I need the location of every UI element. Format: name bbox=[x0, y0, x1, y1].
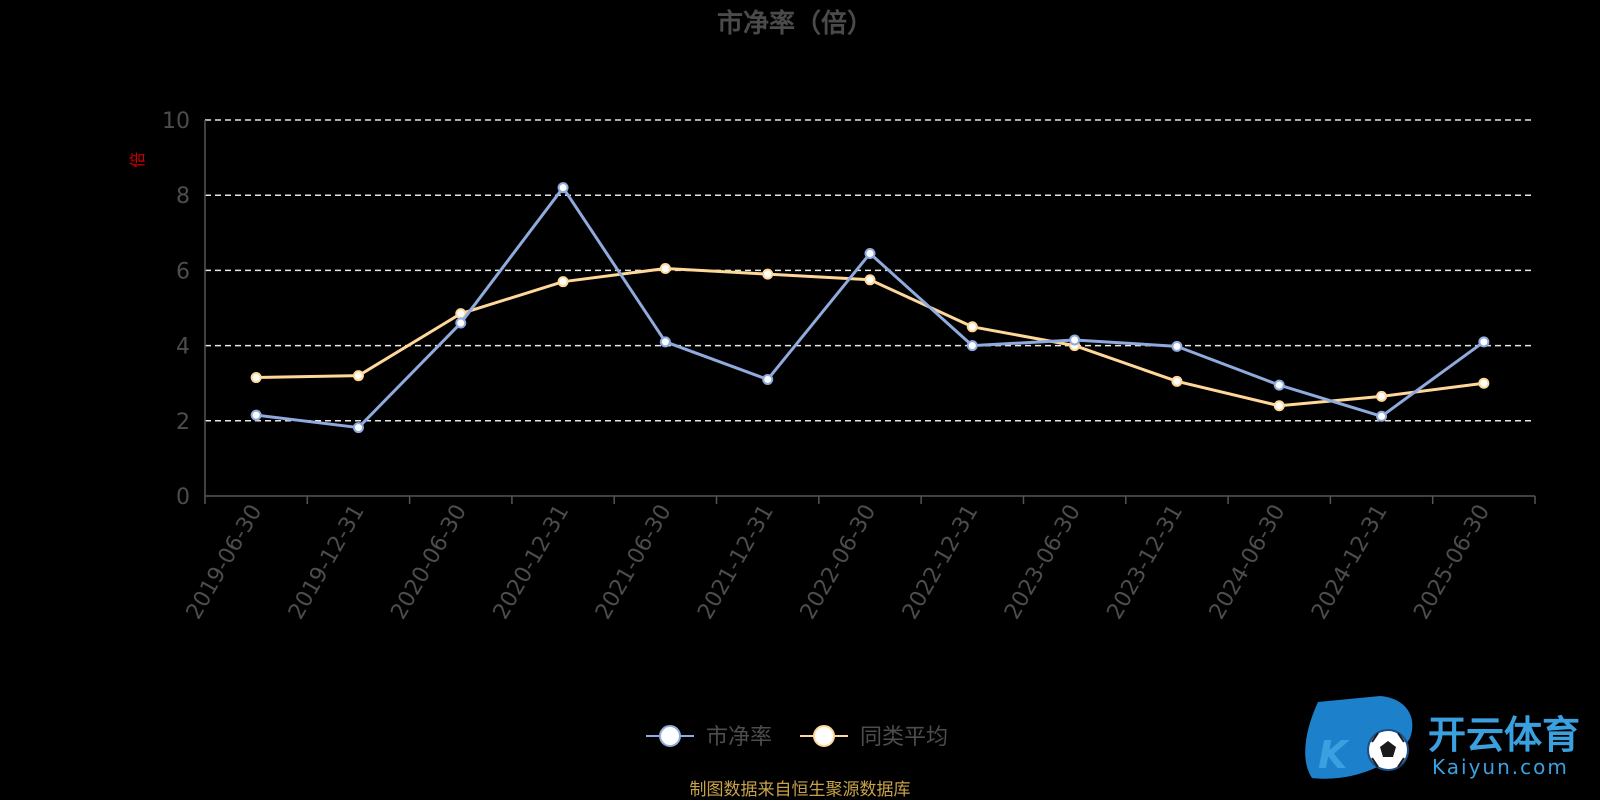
y-tick-label: 10 bbox=[162, 109, 190, 134]
data-point[interactable] bbox=[250, 372, 262, 384]
data-point[interactable] bbox=[762, 268, 774, 280]
data-point[interactable] bbox=[1171, 340, 1183, 352]
x-tick-label: 2019-06-30 bbox=[182, 501, 268, 624]
x-tick-label: 2020-12-31 bbox=[489, 501, 575, 624]
data-point[interactable] bbox=[1069, 334, 1081, 346]
x-tick-label: 2022-06-30 bbox=[796, 501, 882, 624]
data-point[interactable] bbox=[864, 274, 876, 286]
watermark: K 开云体育 Kaiyun.com bbox=[1305, 696, 1580, 779]
y-tick-label: 8 bbox=[176, 184, 190, 209]
x-tick-label: 2024-12-31 bbox=[1307, 501, 1393, 624]
x-tick-label: 2019-12-31 bbox=[284, 501, 370, 624]
y-tick-label: 6 bbox=[176, 259, 190, 284]
x-tick-label: 2021-06-30 bbox=[591, 501, 677, 624]
y-axis-label: 倍 bbox=[128, 152, 147, 168]
grid bbox=[205, 119, 1535, 422]
data-point[interactable] bbox=[864, 247, 876, 259]
data-point[interactable] bbox=[1478, 377, 1490, 389]
legend-item-pb[interactable]: 市净率 bbox=[646, 725, 772, 750]
data-point[interactable] bbox=[352, 370, 364, 382]
legend[interactable]: 市净率 同类平均 bbox=[646, 725, 948, 750]
x-tick-label: 2023-06-30 bbox=[1000, 501, 1086, 624]
legend-swatch-marker bbox=[659, 725, 681, 747]
watermark-brand-cn: 开云体育 bbox=[1428, 713, 1580, 757]
data-point[interactable] bbox=[455, 317, 467, 329]
data-point[interactable] bbox=[1376, 410, 1388, 422]
x-tick-label: 2020-06-30 bbox=[386, 501, 472, 624]
data-point[interactable] bbox=[557, 182, 569, 194]
data-point[interactable] bbox=[762, 373, 774, 385]
legend-item-peer-average[interactable]: 同类平均 bbox=[800, 725, 948, 750]
y-tick-labels: 0 2 4 6 8 10 bbox=[162, 109, 190, 510]
chart-title: 市净率（倍） bbox=[717, 8, 873, 39]
data-point[interactable] bbox=[1171, 375, 1183, 387]
logo-letter: K bbox=[1318, 733, 1350, 777]
y-tick-label: 4 bbox=[176, 335, 190, 360]
legend-swatch-marker bbox=[813, 725, 835, 747]
watermark-brand-en: Kaiyun.com bbox=[1432, 755, 1569, 779]
x-tick-labels: 2019-06-30 2019-12-31 2020-06-30 2020-12-31… bbox=[182, 500, 1495, 623]
series bbox=[250, 182, 1490, 434]
kaiyun-logo-icon: K bbox=[1305, 696, 1413, 779]
data-point[interactable] bbox=[1376, 390, 1388, 402]
data-point[interactable] bbox=[352, 422, 364, 434]
y-tick-label: 0 bbox=[176, 485, 190, 510]
x-tick-label: 2023-12-31 bbox=[1103, 501, 1189, 624]
data-point[interactable] bbox=[659, 263, 671, 275]
x-tick-label: 2022-12-31 bbox=[898, 500, 984, 623]
data-point[interactable] bbox=[1478, 336, 1490, 348]
legend-label: 市净率 bbox=[706, 725, 772, 750]
data-point[interactable] bbox=[659, 336, 671, 348]
data-point[interactable] bbox=[1273, 379, 1285, 391]
series-line-0 bbox=[255, 186, 1485, 430]
data-point[interactable] bbox=[1273, 400, 1285, 412]
legend-label: 同类平均 bbox=[860, 725, 948, 750]
data-point[interactable] bbox=[557, 276, 569, 288]
y-tick-label: 2 bbox=[176, 410, 190, 435]
axes bbox=[204, 120, 1536, 504]
data-point[interactable] bbox=[250, 409, 262, 421]
data-point[interactable] bbox=[966, 340, 978, 352]
x-tick-label: 2024-06-30 bbox=[1205, 501, 1291, 624]
series-line-1 bbox=[256, 267, 1485, 408]
x-tick-label: 2025-06-30 bbox=[1409, 501, 1495, 624]
data-point[interactable] bbox=[966, 321, 978, 333]
source-note: 制图数据来自恒生聚源数据库 bbox=[690, 780, 911, 800]
x-tick-label: 2021-12-31 bbox=[693, 501, 779, 624]
